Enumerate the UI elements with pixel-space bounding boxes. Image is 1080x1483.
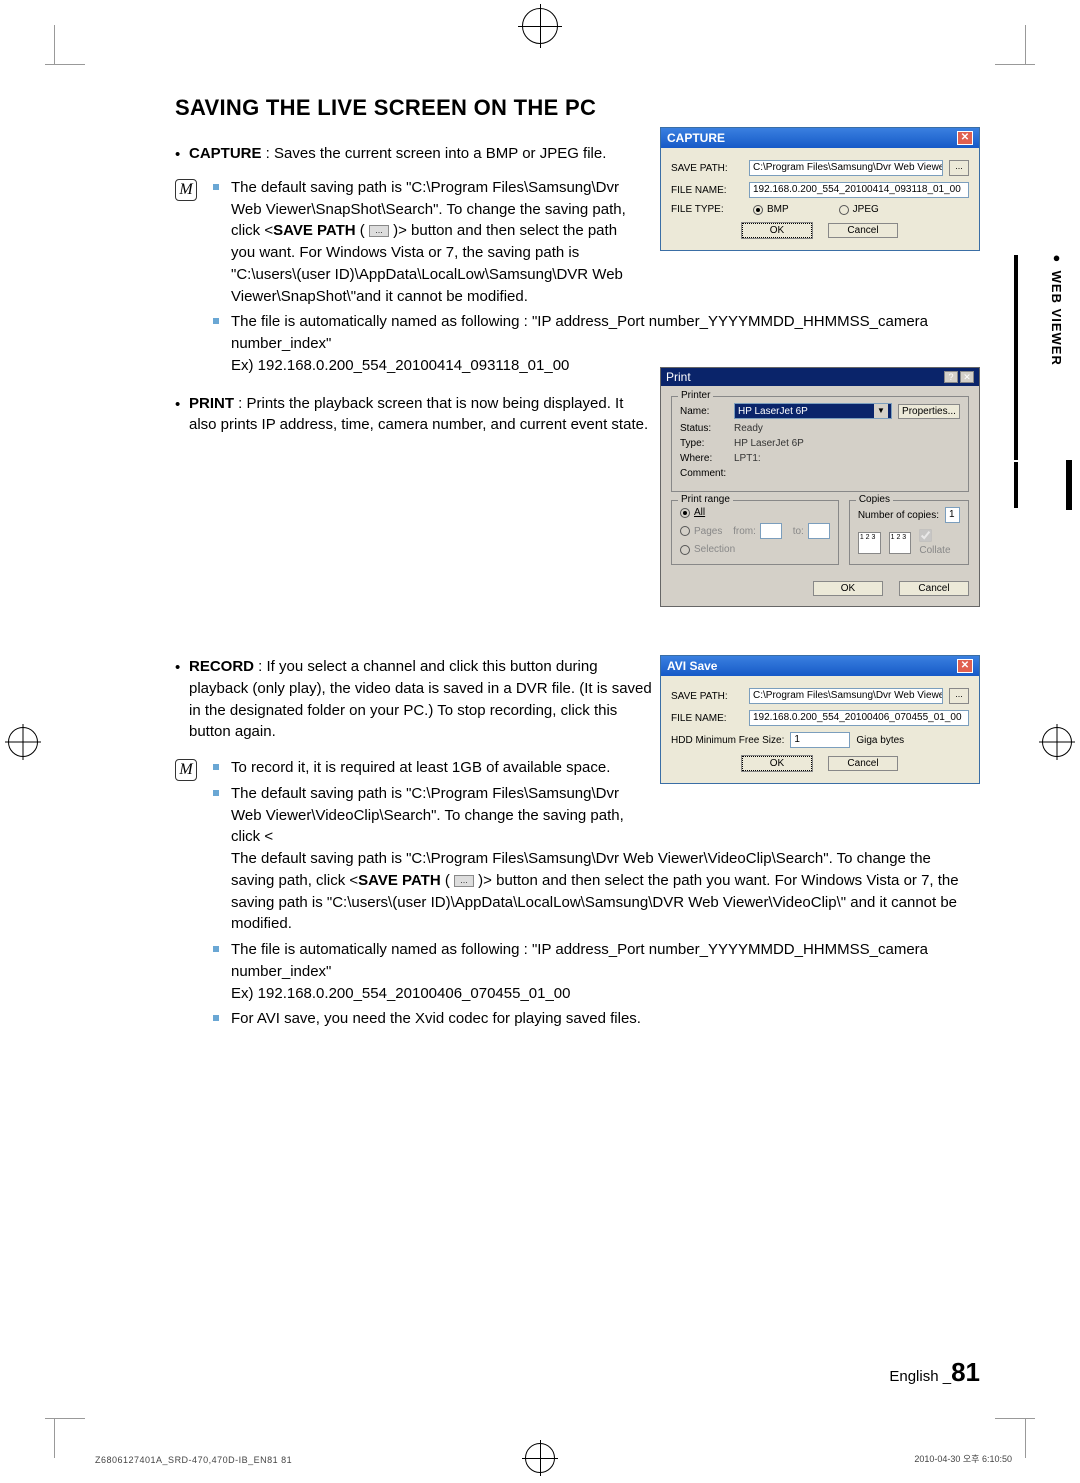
avi-save-dialog: AVI Save ✕ SAVE PATH: C:\Program Files\S… — [660, 655, 980, 784]
print-desc: PRINT : Prints the playback screen that … — [175, 393, 655, 437]
close-icon[interactable]: ✕ — [957, 131, 973, 145]
help-icon[interactable]: ? — [944, 371, 958, 383]
hdd-label: HDD Minimum Free Size: — [671, 735, 784, 746]
dialog-title: AVI Save — [667, 659, 717, 673]
capture-note-1: The default saving path is "C:\Program F… — [213, 177, 633, 308]
page-footer: English _81 — [889, 1357, 980, 1388]
dialog-title: CAPTURE — [667, 131, 725, 145]
cancel-button[interactable]: Cancel — [899, 581, 969, 596]
radio-jpeg[interactable]: JPEG — [839, 204, 879, 215]
side-bar — [1014, 255, 1018, 460]
capture-desc: CAPTURE : Saves the current screen into … — [175, 143, 655, 165]
radio-all[interactable]: All — [680, 507, 830, 518]
capture-dialog: CAPTURE ✕ SAVE PATH: C:\Program Files\Sa… — [660, 127, 980, 251]
save-path-icon: … — [454, 875, 474, 887]
close-icon[interactable]: ✕ — [960, 371, 974, 383]
ok-button[interactable]: OK — [813, 581, 883, 596]
cancel-button[interactable]: Cancel — [828, 223, 898, 238]
file-name-input[interactable]: 192.168.0.200_554_20100414_093118_01_00 — [749, 182, 969, 198]
copies-input[interactable]: 1 — [945, 507, 960, 523]
dialog-title: Print — [666, 370, 691, 384]
file-type-label: FILE TYPE: — [671, 204, 743, 215]
print-dialog: Print ? ✕ Printer Name: HP LaserJet 6P▼ … — [660, 367, 980, 607]
radio-selection[interactable]: Selection — [680, 544, 830, 555]
collate-checkbox[interactable] — [919, 529, 932, 542]
close-icon[interactable]: ✕ — [957, 659, 973, 673]
save-path-label: SAVE PATH: — [671, 691, 743, 702]
properties-button[interactable]: Properties... — [898, 404, 960, 419]
note-icon: M — [175, 759, 197, 781]
radio-pages[interactable]: Pages from: to: — [680, 523, 830, 539]
hdd-unit: Giga bytes — [856, 735, 904, 746]
side-bar — [1014, 462, 1018, 508]
record-note-2: The default saving path is "C:\Program F… — [213, 783, 965, 935]
record-desc: RECORD : If you select a channel and cli… — [175, 656, 655, 743]
save-path-icon: … — [369, 225, 389, 237]
section-tab: ● WEB VIEWER — [1049, 250, 1064, 366]
save-path-input[interactable]: C:\Program Files\Samsung\Dvr Web Viewe — [749, 160, 943, 176]
file-name-label: FILE NAME: — [671, 185, 743, 196]
print-job-left: Z6806127401A_SRD-470,470D-IB_EN81 81 — [95, 1455, 292, 1465]
note-icon: M — [175, 179, 197, 201]
ok-button[interactable]: OK — [742, 756, 812, 771]
radio-bmp[interactable]: BMP — [753, 204, 789, 215]
print-job-right: 2010-04-30 오후 6:10:50 — [914, 1452, 1012, 1465]
ok-button[interactable]: OK — [742, 223, 812, 238]
save-path-input[interactable]: C:\Program Files\Samsung\Dvr Web Viewe — [749, 688, 943, 704]
file-name-input[interactable]: 192.168.0.200_554_20100406_070455_01_00 — [749, 710, 969, 726]
file-name-label: FILE NAME: — [671, 713, 743, 724]
browse-button[interactable]: ... — [949, 160, 969, 176]
browse-button[interactable]: ... — [949, 688, 969, 704]
record-note-3: The file is automatically named as follo… — [213, 939, 965, 1004]
side-accent — [1066, 460, 1072, 510]
record-note-4: For AVI save, you need the Xvid codec fo… — [213, 1008, 965, 1030]
hdd-input[interactable]: 1 — [790, 732, 850, 748]
printer-legend: Printer — [678, 390, 713, 401]
cancel-button[interactable]: Cancel — [828, 756, 898, 771]
save-path-label: SAVE PATH: — [671, 163, 743, 174]
page-title: SAVING THE LIVE SCREEN ON THE PC — [175, 95, 980, 121]
printer-select[interactable]: HP LaserJet 6P▼ — [734, 403, 892, 419]
